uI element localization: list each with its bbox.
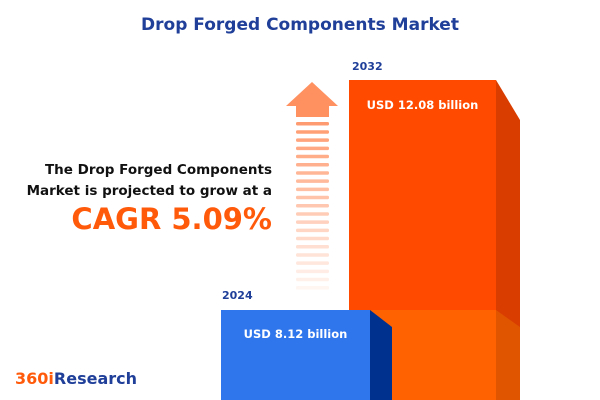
logo-prefix: 360i bbox=[15, 369, 54, 388]
value-label-2024: USD 8.12 billion bbox=[243, 327, 348, 341]
arrow-stripe bbox=[296, 204, 329, 208]
page-title: Drop Forged Components Market bbox=[141, 15, 459, 35]
arrow-stripe bbox=[296, 130, 329, 134]
description-line-1: The Drop Forged Components bbox=[44, 162, 272, 178]
arrow-stripe bbox=[296, 220, 329, 224]
arrow-stripe bbox=[296, 212, 329, 216]
arrow-stripe bbox=[296, 228, 329, 233]
cagr-value: CAGR 5.09% bbox=[71, 202, 272, 236]
bar-2032-lower-side bbox=[496, 310, 520, 400]
arrow-stripe bbox=[296, 163, 329, 167]
value-label-2032: USD 12.08 billion bbox=[366, 98, 479, 112]
arrow-head bbox=[286, 82, 338, 117]
year-label-2032: 2032 bbox=[352, 60, 383, 73]
arrow-stripe bbox=[296, 286, 329, 290]
description-line-2: Market is projected to grow at a bbox=[26, 183, 272, 199]
arrow-stripe bbox=[296, 245, 329, 249]
bar-2024 bbox=[221, 310, 370, 400]
growth-arrow-icon bbox=[286, 82, 338, 290]
arrow-stripe bbox=[296, 253, 329, 257]
arrow-stripe bbox=[296, 122, 329, 126]
arrow-stripe bbox=[296, 179, 329, 183]
arrow-stripe bbox=[296, 154, 329, 159]
arrow-stripe bbox=[296, 171, 329, 175]
arrow-stripe bbox=[296, 195, 329, 200]
bar-2024-side bbox=[370, 310, 392, 400]
arrow-stripe bbox=[296, 277, 329, 282]
growth-description: The Drop Forged Components Market is pro… bbox=[27, 160, 272, 202]
arrow-stripe bbox=[296, 236, 329, 241]
arrow-stripe bbox=[296, 138, 329, 142]
arrow-stripe bbox=[296, 146, 329, 151]
arrow-stripe bbox=[296, 269, 329, 274]
logo: 360iResearch bbox=[15, 369, 137, 388]
arrow-stripe bbox=[296, 261, 329, 265]
logo-suffix: Research bbox=[53, 369, 137, 388]
year-label-2024: 2024 bbox=[222, 289, 253, 302]
arrow-stripe bbox=[296, 187, 329, 192]
